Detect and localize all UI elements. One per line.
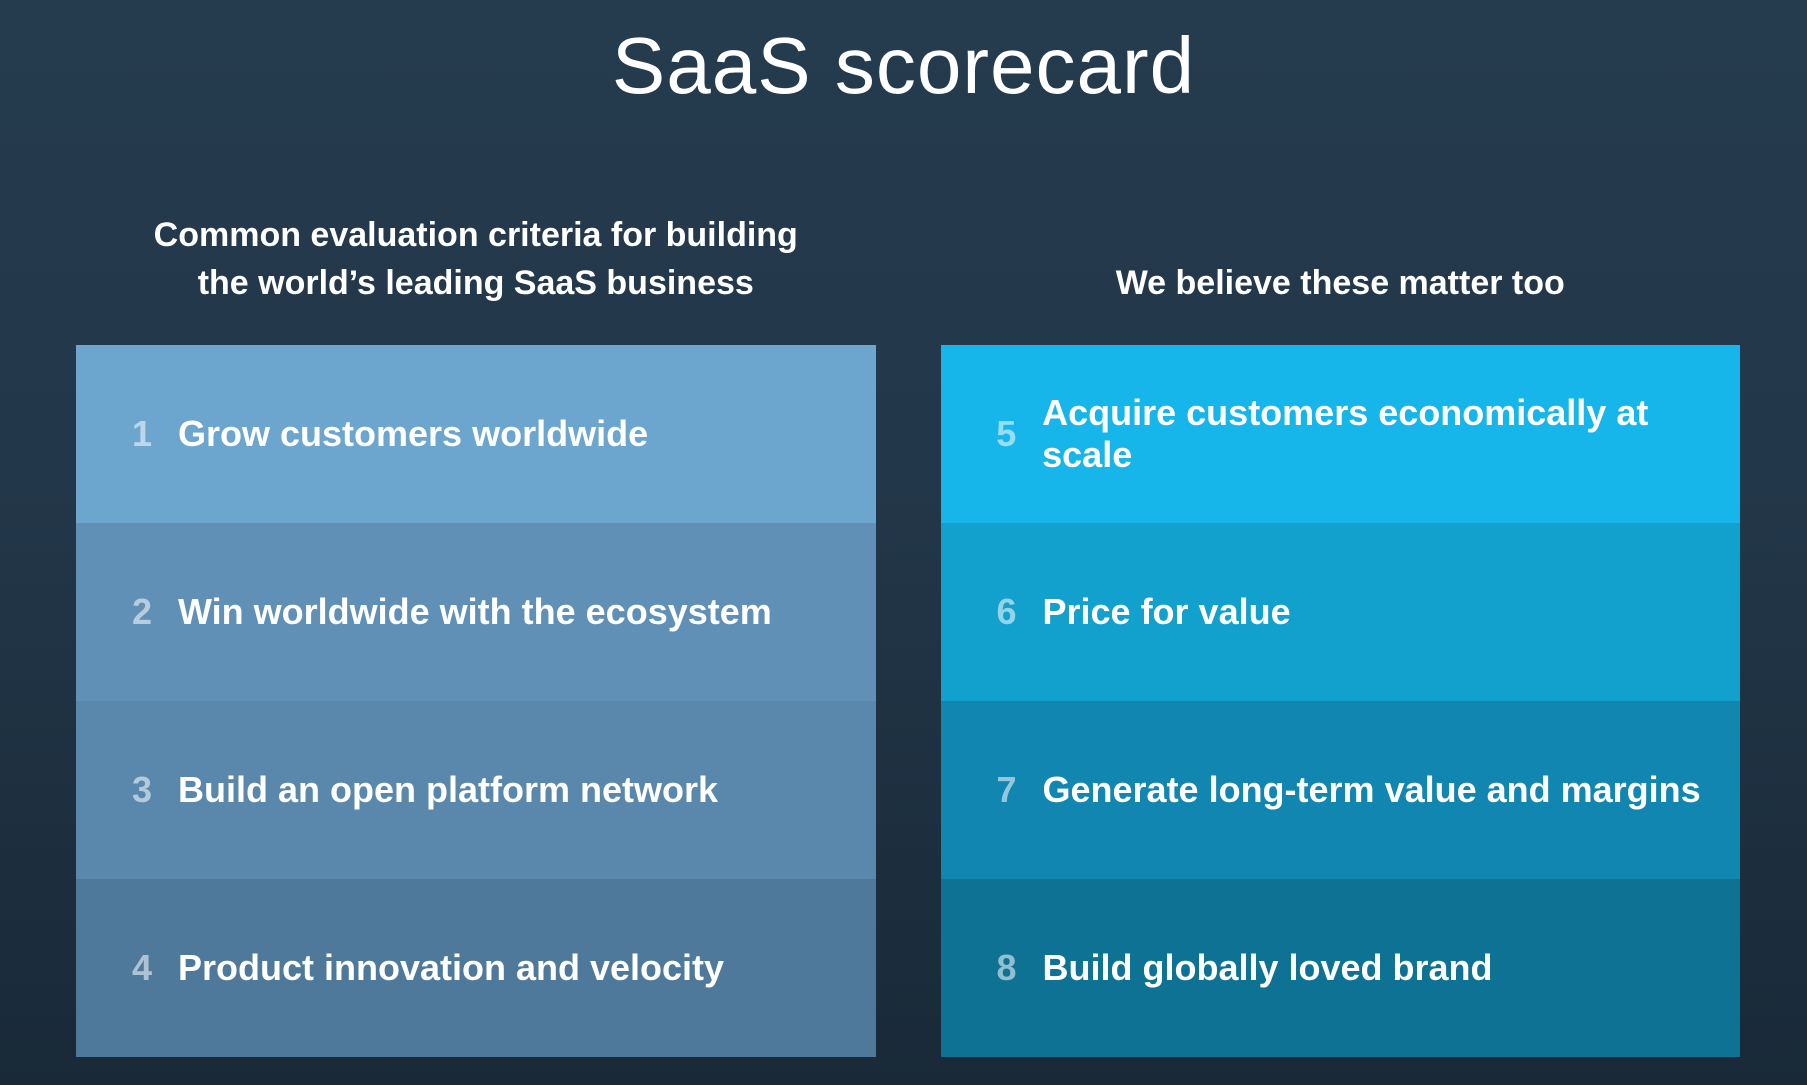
item-number: 4 — [131, 947, 153, 988]
rows-common-criteria: 1 Grow customers worldwide 2 Win worldwi… — [76, 345, 876, 1057]
item-label: Acquire customers economically at scale — [1042, 392, 1649, 475]
list-item: 8 Build globally loved brand — [940, 879, 1740, 1057]
item-label: Product innovation and velocity — [178, 947, 725, 988]
item-number: 2 — [131, 591, 153, 632]
item-number: 8 — [996, 947, 1017, 988]
item-label: Grow customers worldwide — [178, 413, 649, 454]
column-common-criteria: Common evaluation criteria for building … — [76, 0, 876, 1057]
header-line: Common evaluation criteria for building — [153, 216, 798, 254]
list-item: 5 Acquire customers economically at scal… — [940, 345, 1740, 523]
list-item: 3 Build an open platform network — [76, 701, 876, 879]
page-title: SaaS scorecard — [611, 21, 1196, 110]
list-item: 1 Grow customers worldwide — [76, 345, 876, 523]
header-line: We believe these matter too — [1115, 264, 1565, 302]
rows-we-believe: 5 Acquire customers economically at scal… — [940, 345, 1740, 1057]
list-item: 7 Generate long-term value and margins — [940, 701, 1740, 879]
list-item: 4 Product innovation and velocity — [76, 879, 876, 1057]
item-number: 1 — [131, 413, 153, 454]
item-label: Win worldwide with the ecosystem — [178, 591, 772, 632]
list-item: 2 Win worldwide with the ecosystem — [76, 523, 876, 701]
item-label: Price for value — [1042, 591, 1291, 632]
item-label: Generate long-term value and margins — [1042, 769, 1701, 810]
item-number: 3 — [131, 769, 153, 810]
item-label: Build an open platform network — [178, 769, 719, 810]
columns-container: Common evaluation criteria for building … — [76, 0, 1740, 1057]
item-number: 6 — [996, 591, 1017, 632]
list-item: 6 Price for value — [940, 523, 1740, 701]
column-header-common-criteria: Common evaluation criteria for building … — [76, 0, 876, 345]
column-header-we-believe: We believe these matter too — [941, 0, 1741, 345]
item-label: Build globally loved brand — [1042, 947, 1493, 988]
item-number: 7 — [996, 769, 1017, 810]
item-number: 5 — [996, 413, 1017, 454]
header-line: the world’s leading SaaS business — [197, 264, 754, 302]
column-we-believe: We believe these matter too 5 Acquire cu… — [940, 0, 1741, 1057]
